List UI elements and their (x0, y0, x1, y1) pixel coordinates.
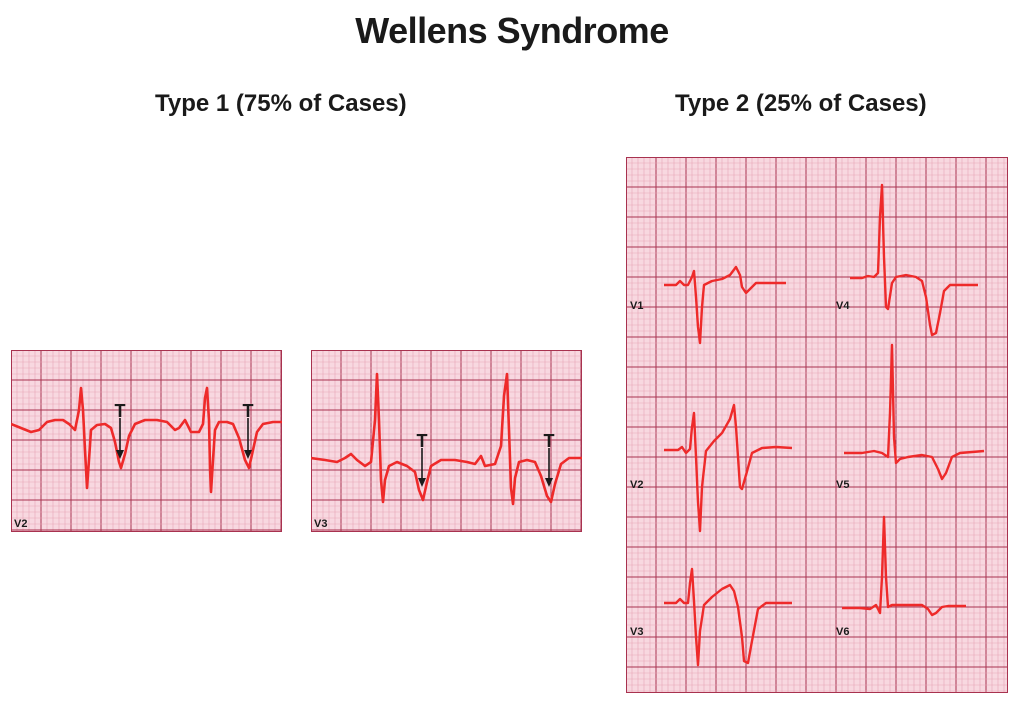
t-marker-label: T (243, 401, 254, 421)
grid (311, 350, 582, 532)
lead-label: V5 (836, 479, 849, 491)
ecg-trace-v4 (850, 183, 978, 337)
type2-panel: V1 V2 V3 V4 V5 V6 (626, 157, 1008, 693)
ecg-trace-v6 (842, 515, 966, 617)
ecg-trace-v2b (664, 403, 793, 533)
t-arrowhead (116, 450, 124, 459)
t-marker-label: T (417, 431, 428, 451)
ecg-trace-v2 (11, 386, 282, 494)
page-title: Wellens Syndrome (355, 10, 669, 51)
lead-label: V1 (630, 300, 643, 312)
type1-v2-strip: T T V2 (11, 350, 282, 532)
ecg-trace-v3 (311, 372, 582, 506)
lead-label: V4 (836, 300, 850, 312)
type2-heading: Type 2 (25% of Cases) (675, 90, 927, 117)
ecg-trace-v1 (664, 265, 786, 345)
ecg-trace-v3b (664, 567, 792, 667)
type1-v3-strip: T T V3 (311, 350, 582, 532)
ecg-trace-v5 (844, 343, 985, 481)
type1-heading: Type 1 (75% of Cases) (155, 90, 407, 117)
lead-label: V2 (630, 479, 643, 491)
lead-label: V6 (836, 626, 849, 638)
t-marker-label: T (544, 431, 555, 451)
grid (626, 157, 1008, 693)
grid (11, 350, 282, 532)
lead-label: V3 (314, 518, 327, 530)
t-arrowhead (545, 478, 553, 487)
t-arrowhead (244, 450, 252, 459)
t-arrowhead (418, 478, 426, 487)
t-marker-label: T (115, 401, 126, 421)
lead-label: V2 (14, 518, 27, 530)
lead-label: V3 (630, 626, 643, 638)
